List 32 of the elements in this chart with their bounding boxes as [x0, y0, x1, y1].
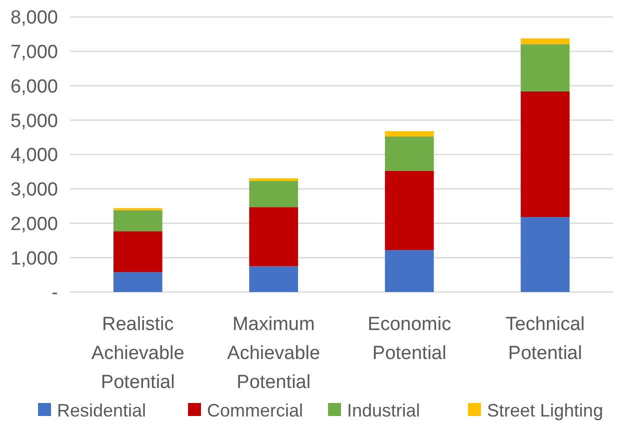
y-tick-label: 1,000: [10, 248, 58, 270]
bar: [113, 231, 162, 272]
y-tick-label: 4,000: [10, 145, 58, 166]
legend-label: Industrial: [347, 400, 420, 420]
y-tick-label: 8,000: [10, 8, 58, 29]
legend-label: Residential: [57, 400, 146, 420]
bar: [249, 180, 298, 208]
legend-label: Street Lighting: [487, 400, 604, 420]
x-tick-label: Realistic Achievable Potential: [91, 314, 184, 393]
bar: [113, 210, 162, 232]
bar: [249, 266, 298, 292]
y-tick-label: 5,000: [10, 110, 58, 132]
bar: [520, 44, 570, 92]
bar: [384, 171, 434, 250]
y-tick-label: 2,000: [10, 214, 58, 235]
y-tick-label: 3,000: [10, 180, 58, 201]
legend-label: Commercial: [207, 400, 304, 420]
x-tick-label: Maximum Achievable Potential: [227, 314, 320, 393]
bar: [520, 91, 570, 218]
y-tick-label: 6,000: [10, 76, 58, 98]
bar: [520, 38, 570, 44]
bar: [249, 207, 298, 266]
bar: [384, 250, 434, 292]
bar: [384, 131, 434, 136]
x-tick-label: Economic Potential: [368, 314, 452, 364]
bar: [384, 136, 434, 171]
y-tick-label: 7,000: [10, 42, 58, 64]
bar: [249, 178, 298, 181]
y-tick-label: -: [52, 282, 58, 304]
bar: [113, 272, 162, 292]
bar: [520, 217, 570, 292]
x-tick-label: Technical Potential: [506, 314, 585, 364]
